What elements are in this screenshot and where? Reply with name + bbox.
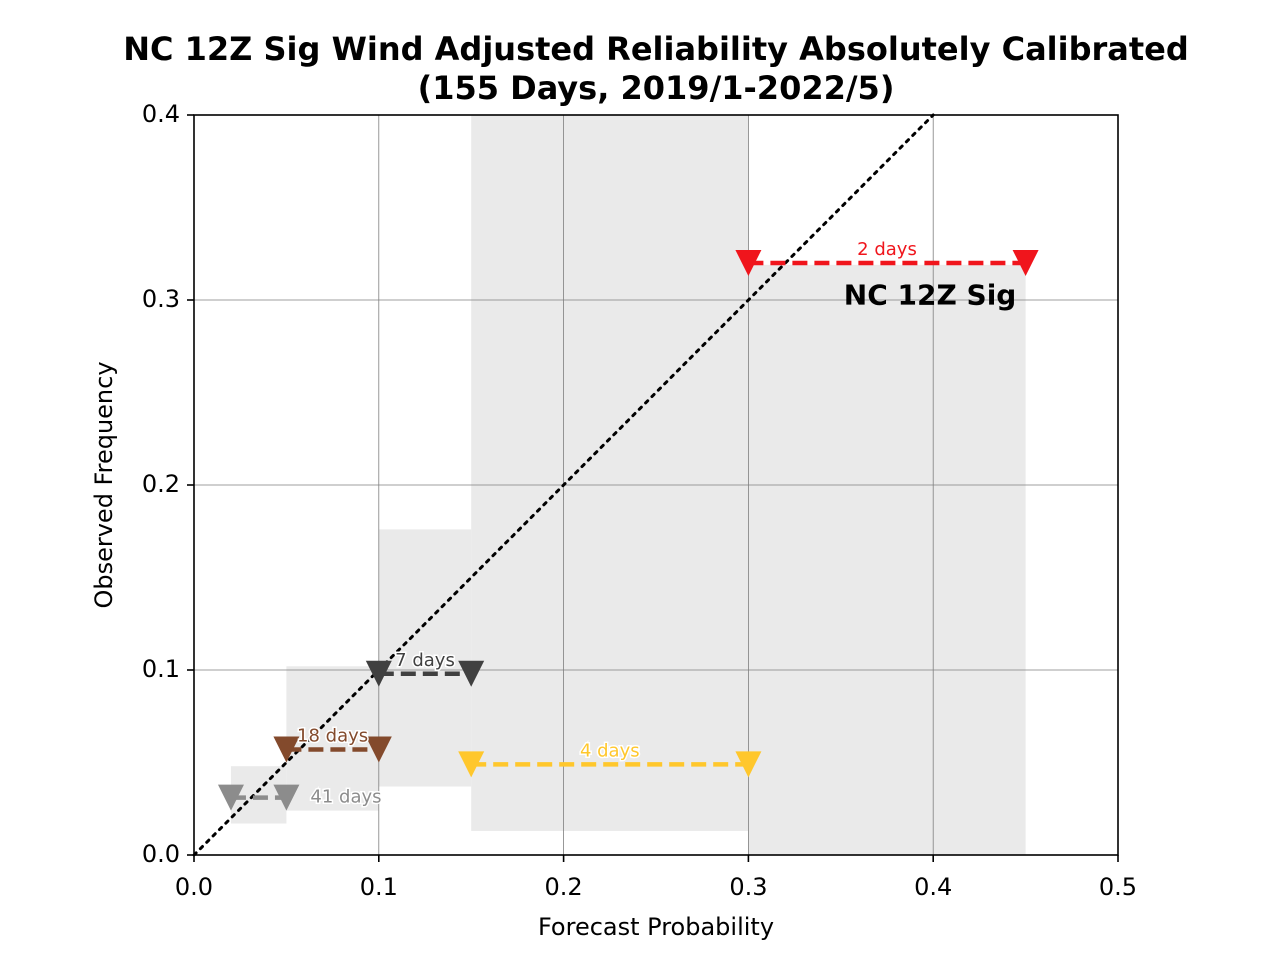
x-tick-label-0: 0.0 xyxy=(175,873,213,901)
x-tick-label-3: 0.3 xyxy=(729,873,767,901)
uncertainty-box-4 xyxy=(748,264,1026,856)
series-0-marker-end xyxy=(273,784,300,811)
series-3: 4 days xyxy=(458,739,762,778)
uncertainty-box-1 xyxy=(286,666,379,811)
reliability-series: 41 days 18 days 7 days 4 days 2 days xyxy=(217,238,1039,811)
perfect-reliability-line xyxy=(192,113,935,857)
series-1-marker-end xyxy=(365,736,392,763)
x-axis-label: Forecast Probability xyxy=(538,913,774,941)
series-4-marker-end xyxy=(1012,250,1039,276)
series-2-marker-end xyxy=(458,660,485,687)
chart-annotation: NC 12Z Sig xyxy=(844,278,1017,311)
series-3-marker-start xyxy=(458,751,485,778)
diagonal-line xyxy=(192,113,935,857)
series-0-marker-start xyxy=(217,784,244,811)
series-0: 41 days xyxy=(217,784,383,811)
series-2-marker-start xyxy=(365,660,392,687)
x-tick-label-5: 0.5 xyxy=(1099,873,1137,901)
series-4: 2 days xyxy=(735,238,1039,276)
y-tick-label-4: 0.4 xyxy=(142,100,180,128)
series-0-days-label: 41 days xyxy=(310,787,381,808)
uncertainty-box-2 xyxy=(378,529,472,787)
x-tick-label-1: 0.1 xyxy=(360,873,398,901)
uncertainty-boxes xyxy=(230,115,1026,856)
y-tick-label-1: 0.1 xyxy=(142,655,180,683)
uncertainty-box-0 xyxy=(230,766,287,824)
y-tick-label-3: 0.3 xyxy=(142,285,180,313)
y-tick-label-0: 0.0 xyxy=(142,840,180,868)
series-1-marker-start xyxy=(273,736,300,763)
series-3-marker-end xyxy=(735,751,762,778)
series-1: 18 days xyxy=(273,724,392,763)
series-2: 7 days xyxy=(365,648,485,687)
y-axis-label: Observed Frequency xyxy=(90,361,118,608)
x-tick-label-2: 0.2 xyxy=(545,873,583,901)
axis-ticks: 0.0 0.1 0.2 0.3 0.4 0.5 0.0 0.1 0.2 0.3 0.4 xyxy=(142,100,1137,901)
series-2-days-label: 7 days xyxy=(395,650,455,671)
x-tick-label-4: 0.4 xyxy=(914,873,952,901)
uncertainty-box-3 xyxy=(471,115,749,831)
chart-title-line-1: NC 12Z Sig Wind Adjusted Reliability Abs… xyxy=(123,30,1189,68)
series-4-days-label: 2 days xyxy=(857,239,917,260)
series-4-marker-start xyxy=(735,250,762,276)
series-3-days-label: 4 days xyxy=(580,740,640,761)
chart-title-line-2: (155 Days, 2019/1-2022/5) xyxy=(418,69,895,107)
y-tick-label-2: 0.2 xyxy=(142,470,180,498)
series-1-days-label: 18 days xyxy=(297,726,368,747)
